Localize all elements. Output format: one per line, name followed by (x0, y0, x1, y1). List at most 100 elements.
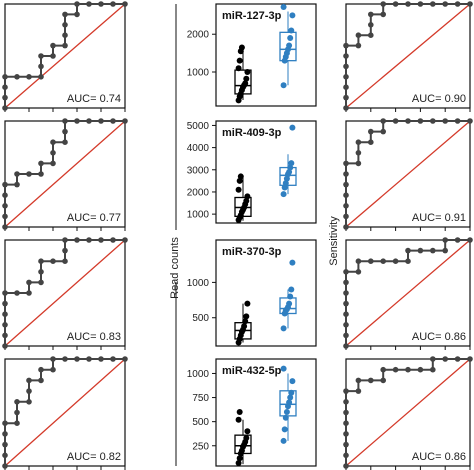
roc-point (467, 1, 473, 7)
data-point (244, 428, 251, 435)
roc-point (380, 128, 387, 135)
data-point (244, 69, 251, 75)
roc-point (74, 356, 80, 362)
roc-point (2, 74, 8, 80)
roc-point (343, 181, 349, 188)
data-point (244, 300, 251, 307)
roc-point (442, 237, 449, 243)
roc-point (355, 388, 362, 394)
y-tick-label: 1000 (187, 278, 210, 289)
data-point (242, 80, 249, 87)
roc-point (355, 160, 362, 167)
roc-point (442, 247, 449, 254)
roc-point (62, 128, 68, 135)
data-point (280, 191, 287, 198)
roc-point (380, 377, 387, 384)
data-point (288, 27, 295, 34)
roc-point (62, 356, 68, 362)
roc-point (98, 237, 104, 243)
box-group-1 (234, 44, 252, 104)
roc-point (368, 139, 374, 145)
roc-point (86, 237, 92, 243)
roc-panel-left-3: AUC= 0.83 (2, 237, 128, 350)
roc-point (74, 118, 80, 124)
roc-point (405, 366, 411, 373)
roc-point (2, 290, 8, 296)
y-tick-label: 500 (192, 417, 209, 428)
roc-point (38, 258, 44, 265)
y-tick-label: 250 (192, 441, 209, 452)
roc-point (343, 300, 349, 307)
roc-point (467, 118, 473, 124)
roc-point (110, 356, 116, 362)
roc-point (368, 22, 374, 28)
y-tick-label: 500 (192, 313, 209, 324)
box-group-1 (234, 300, 252, 346)
data-point (282, 414, 289, 421)
roc-point (62, 237, 68, 243)
roc-point (343, 42, 349, 49)
roc-point (50, 258, 56, 265)
roc-point (343, 213, 349, 220)
roc-point (98, 1, 104, 7)
roc-point (2, 213, 8, 220)
roc-point (343, 171, 349, 177)
roc-point (74, 237, 80, 243)
boxplot-title: miR-127-3p (222, 10, 282, 22)
roc-point (38, 279, 44, 286)
roc-point (86, 1, 92, 7)
data-point (287, 394, 294, 401)
roc-point (454, 118, 461, 124)
roc-point (380, 258, 387, 265)
roc-point (122, 118, 128, 124)
roc-point (355, 139, 362, 145)
roc-point (50, 160, 56, 167)
roc-point (14, 290, 20, 296)
data-point (286, 399, 293, 406)
roc-point (405, 247, 411, 254)
data-point (289, 259, 296, 266)
roc-point (392, 118, 399, 124)
roc-point (62, 22, 68, 28)
roc-point (2, 84, 8, 90)
roc-point (467, 237, 473, 243)
roc-point (355, 42, 362, 49)
roc-point (86, 118, 92, 124)
roc-point (62, 258, 68, 265)
roc-point (430, 118, 436, 124)
roc-point (405, 1, 411, 7)
roc-right-column: AUC= 0.90 AUC= 0.91 AUC= 0.86 AUC= 0.86 (343, 1, 473, 470)
data-point (242, 318, 249, 325)
roc-point (50, 150, 56, 156)
data-point (288, 160, 295, 167)
roc-point (2, 224, 8, 230)
roc-point (368, 128, 374, 135)
roc-point (2, 463, 8, 469)
boxplot-panel-4: 250 500 750 1000 miR-432-5p (187, 358, 317, 467)
data-point (235, 416, 242, 423)
roc-left-column: AUC= 0.74 AUC= 0.77 AUC= 0.83 AUC= 0.82 (2, 1, 128, 470)
roc-point (343, 409, 349, 416)
roc-point (343, 160, 349, 167)
boxplot-panel-1: 1000 2000 miR-127-3p (187, 3, 317, 107)
chance-diagonal-line (345, 358, 471, 467)
roc-point (430, 1, 436, 7)
roc-point (50, 356, 56, 362)
boxplot-frame (215, 120, 317, 224)
roc-point (38, 171, 44, 177)
roc-point (50, 42, 56, 49)
roc-panel-right-2: AUC= 0.91 (343, 118, 473, 231)
roc-panel-left-1: AUC= 0.74 (2, 1, 128, 112)
boxplot-column: 1000 2000 miR-127-3p 1000 2000 3000 4000 5000 mi… (175, 3, 317, 467)
roc-point (343, 452, 349, 459)
roc-point (343, 463, 349, 469)
roc-point (368, 258, 374, 265)
roc-point (98, 356, 104, 362)
roc-point (110, 237, 116, 243)
box-group-2 (279, 365, 297, 444)
roc-point (343, 279, 349, 286)
roc-point (2, 181, 8, 188)
roc-point (38, 366, 44, 373)
roc-point (417, 366, 424, 373)
